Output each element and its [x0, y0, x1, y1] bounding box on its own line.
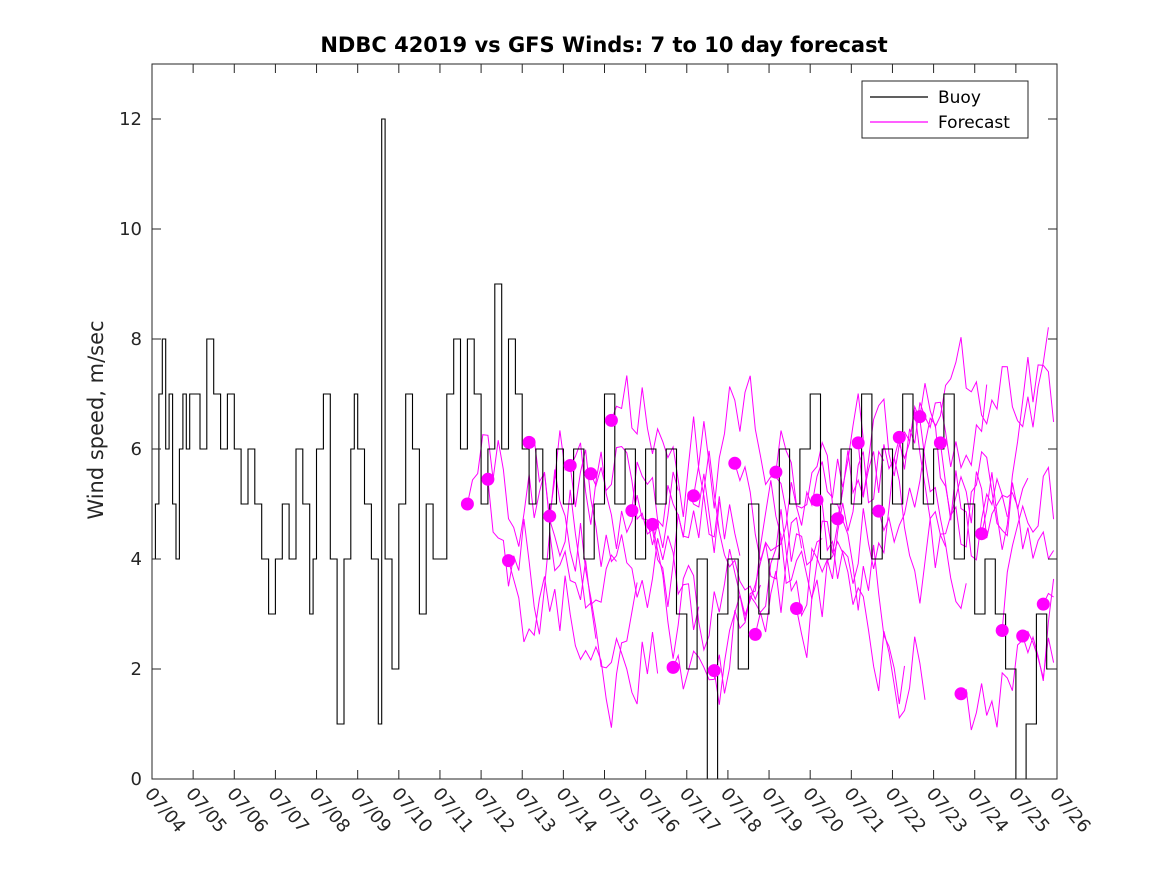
- forecast-trace-8: [610, 375, 741, 556]
- forecast-point-27: [995, 624, 1009, 637]
- forecast-trace-28: [1022, 578, 1055, 682]
- y-axis-label: Wind speed, m/sec: [84, 320, 108, 519]
- forecast-point-17: [790, 602, 803, 615]
- forecast-point-20: [851, 436, 865, 450]
- y-tick-label: 2: [131, 659, 142, 680]
- forecast-trace-11: [672, 516, 803, 694]
- forecast-trace-16: [775, 430, 905, 705]
- forecast-trace-2: [487, 479, 617, 635]
- y-tick-label: 6: [131, 439, 142, 460]
- forecast-points: [460, 410, 1050, 701]
- forecast-trace-14: [734, 393, 864, 561]
- forecast-trace-1: [466, 434, 597, 639]
- forecast-trace-20: [857, 384, 988, 496]
- y-tick-label: 0: [131, 769, 142, 790]
- y-tick-label: 10: [119, 219, 142, 240]
- forecast-point-6: [563, 459, 577, 472]
- forecast-point-15: [748, 627, 762, 641]
- forecast-point-5: [543, 509, 557, 523]
- forecast-point-23: [913, 410, 927, 424]
- forecast-ensemble-traces: [466, 327, 1055, 731]
- forecast-point-24: [933, 436, 947, 450]
- legend: Buoy Forecast: [861, 80, 1029, 139]
- legend-forecast-label: Forecast: [938, 113, 1010, 133]
- forecast-point-28: [1016, 629, 1030, 643]
- forecast-point-12: [687, 489, 701, 503]
- forecast-point-16: [769, 465, 783, 479]
- forecast-trace-18: [816, 457, 947, 604]
- forecast-point-22: [892, 430, 906, 444]
- forecast-point-13: [707, 664, 721, 678]
- forecast-trace-7: [590, 445, 720, 608]
- forecast-point-25: [954, 687, 968, 701]
- forecast-point-21: [872, 504, 886, 518]
- forecast-point-3: [502, 554, 515, 568]
- forecast-point-7: [584, 467, 598, 481]
- forecast-trace-22: [898, 410, 1029, 568]
- forecast-trace-27: [1001, 465, 1055, 631]
- forecast-trace-17: [796, 540, 926, 720]
- buoy-line: [152, 118, 1057, 780]
- forecast-point-19: [831, 512, 845, 526]
- forecast-point-2: [481, 472, 495, 486]
- forecast-point-11: [666, 660, 680, 674]
- forecast-trace-6: [569, 449, 700, 631]
- forecast-point-26: [975, 527, 989, 541]
- forecast-point-18: [810, 493, 824, 507]
- y-tick-label: 4: [131, 549, 142, 570]
- forecast-trace-23: [919, 327, 1049, 429]
- forecast-trace-24: [939, 442, 1055, 561]
- forecast-point-10: [646, 517, 659, 531]
- forecast-point-4: [522, 435, 536, 449]
- forecast-point-8: [604, 413, 618, 427]
- forecast-trace-15: [754, 449, 885, 635]
- y-tick-label: 12: [119, 109, 142, 130]
- forecast-trace-9: [631, 450, 761, 601]
- forecast-point-14: [728, 456, 742, 470]
- legend-buoy-label: Buoy: [938, 88, 981, 108]
- y-tick-label: 8: [131, 329, 142, 350]
- legend-box: [861, 80, 1029, 139]
- forecast-point-29: [1036, 597, 1050, 611]
- forecast-trace-12: [693, 375, 823, 566]
- forecast-point-1: [460, 497, 474, 511]
- forecast-trace-10: [652, 524, 782, 659]
- forecast-trace-26: [981, 357, 1055, 550]
- buoy-series: [152, 118, 1057, 780]
- chart-title: NDBC 42019 vs GFS Winds: 7 to 10 day for…: [320, 33, 887, 57]
- forecast-point-9: [625, 504, 639, 518]
- forecast-trace-3: [508, 560, 638, 728]
